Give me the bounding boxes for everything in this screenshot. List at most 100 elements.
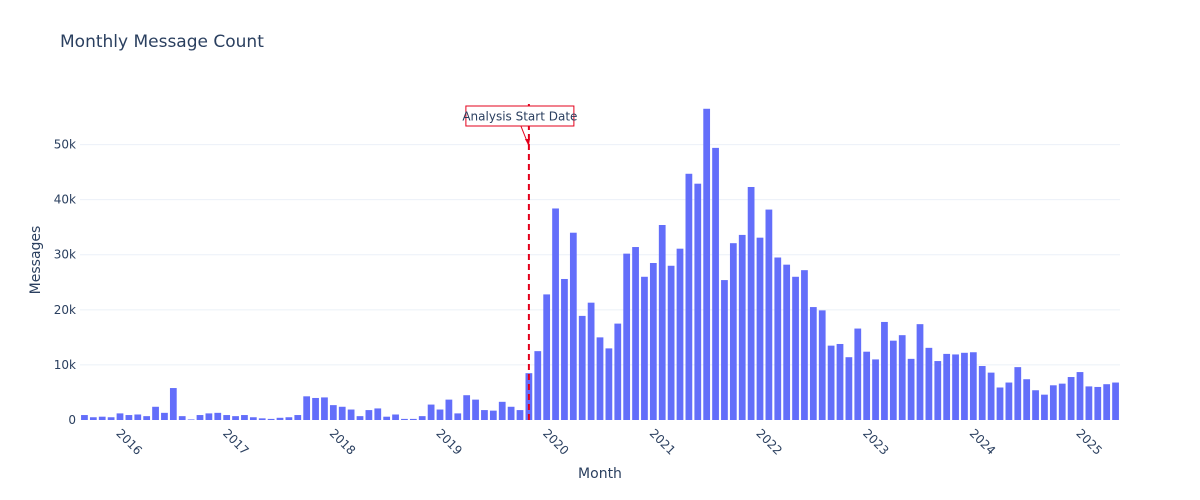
bar (1085, 386, 1093, 420)
bar (703, 108, 711, 421)
bar (267, 418, 275, 420)
bar (507, 406, 515, 420)
bar (614, 323, 622, 420)
bar (561, 278, 568, 420)
bar (401, 418, 408, 420)
bar (792, 276, 799, 420)
bar (1103, 384, 1111, 420)
bar (863, 351, 871, 420)
bar (134, 414, 142, 420)
y-tick-label: 50k (54, 138, 76, 152)
bar (427, 404, 435, 420)
bar (374, 408, 382, 420)
bar (249, 417, 257, 420)
annotation-layer: Analysis Start Date (462, 104, 577, 420)
x-tick-label: 2019 (433, 426, 464, 457)
y-tick-label: 20k (54, 303, 76, 317)
bar (916, 324, 924, 420)
bar (436, 409, 444, 420)
bar (774, 257, 782, 420)
bar (1094, 386, 1102, 420)
bar (418, 416, 426, 420)
bar (472, 399, 479, 420)
bar (809, 307, 817, 420)
bar (623, 253, 631, 420)
bar (872, 359, 879, 420)
bar (694, 183, 702, 420)
bar (889, 340, 897, 420)
bar (125, 415, 133, 420)
bar (107, 417, 115, 420)
bar (285, 417, 293, 420)
bar (818, 310, 826, 420)
bar (445, 399, 453, 420)
bar (747, 186, 755, 420)
bar (98, 416, 106, 420)
bar (223, 415, 231, 420)
x-tick-label: 2020 (540, 426, 571, 457)
bar (1005, 382, 1013, 420)
bar (667, 265, 675, 420)
bar (1041, 394, 1048, 420)
bar (534, 351, 542, 420)
x-tick-label: 2025 (1073, 426, 1104, 457)
bar (294, 415, 302, 420)
chart-title: Monthly Message Count (60, 32, 264, 52)
bar (969, 352, 977, 420)
bar (81, 415, 88, 420)
bar (143, 416, 151, 420)
bar (961, 352, 968, 420)
bar (489, 410, 497, 420)
bar (685, 173, 693, 420)
bar (836, 343, 844, 420)
bar (392, 414, 399, 420)
bar (1023, 379, 1031, 420)
bar (596, 337, 604, 420)
x-tick-label: 2017 (220, 426, 251, 457)
bar (178, 416, 186, 420)
bar (356, 416, 364, 420)
bar (214, 412, 222, 420)
bar (1076, 372, 1084, 420)
y-tick-label: 10k (54, 358, 76, 372)
bar (1058, 383, 1066, 420)
bar (721, 280, 728, 420)
bar (312, 397, 319, 420)
bar (587, 302, 595, 420)
bar (845, 357, 853, 420)
x-tick-label: 2018 (327, 426, 358, 457)
bar (329, 405, 337, 420)
bar (258, 418, 266, 420)
bar (498, 401, 506, 420)
bar (516, 410, 524, 420)
bar (463, 395, 471, 420)
bar (632, 247, 639, 420)
grid-layer (80, 144, 1120, 366)
bar (89, 417, 97, 420)
bar (934, 361, 942, 420)
bar (1112, 382, 1119, 420)
bar (1014, 367, 1022, 420)
bar (641, 276, 648, 420)
bar (854, 328, 862, 420)
bar (116, 413, 124, 420)
bar (409, 418, 417, 420)
bar (481, 410, 488, 420)
bar (952, 354, 959, 420)
bar (676, 248, 684, 420)
bar (276, 417, 284, 420)
x-axis-title: Month (578, 466, 622, 482)
bar (925, 347, 933, 420)
y-axis-title: Messages (28, 226, 44, 295)
bar (738, 234, 746, 420)
annotation-label: Analysis Start Date (462, 110, 577, 124)
annotation-box (465, 105, 575, 127)
bar (454, 413, 462, 420)
bar (383, 416, 391, 420)
bar (765, 209, 773, 420)
y-tick-label: 30k (54, 248, 76, 262)
bar (898, 335, 906, 420)
bar (152, 406, 159, 420)
